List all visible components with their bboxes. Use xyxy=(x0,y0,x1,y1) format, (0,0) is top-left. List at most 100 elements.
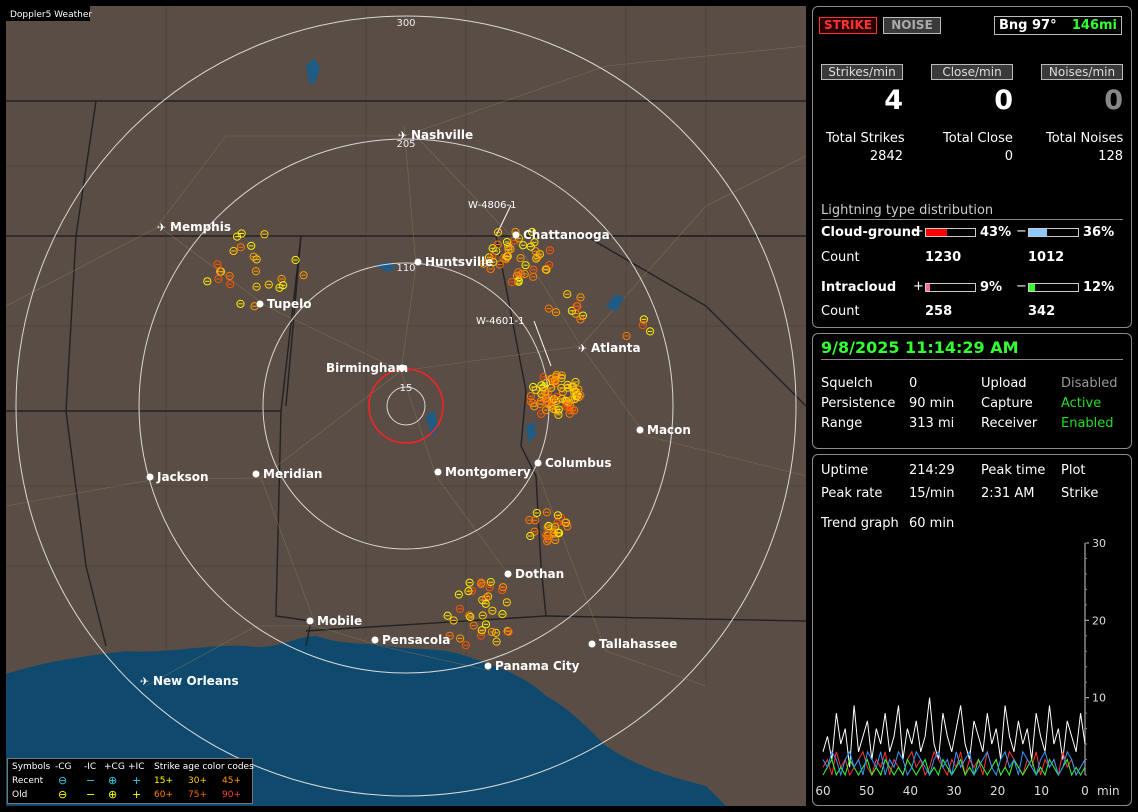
city-dothan: Dothan xyxy=(504,567,564,581)
noises-per-min-button[interactable]: Noises/min xyxy=(1041,64,1123,80)
strike-marker-icon xyxy=(443,611,452,620)
range-label-205: 205 xyxy=(396,139,415,150)
city-label: Chattanooga xyxy=(523,228,610,242)
strikes-per-min-button[interactable]: Strikes/min xyxy=(821,64,903,80)
strike-marker-icon xyxy=(565,409,574,418)
strike-marker-icon xyxy=(226,280,235,289)
city-chattanooga: Chattanooga xyxy=(512,228,610,242)
range-label: Range xyxy=(821,416,863,431)
strike-marker-icon xyxy=(486,264,495,274)
strike-marker-icon xyxy=(516,254,525,263)
strike-marker-icon xyxy=(549,404,558,413)
strike-marker-icon xyxy=(552,370,561,379)
map-legend: Symbols -CG -IC +CG +IC Strike age color… xyxy=(7,758,254,804)
strike-marker-icon xyxy=(527,227,537,237)
city-meridian: Meridian xyxy=(252,467,322,481)
strike-marker-icon xyxy=(562,397,571,406)
city-dot-icon xyxy=(588,640,596,648)
recent-neg-cg-icon: ⊖ xyxy=(58,774,68,787)
strike-marker-icon xyxy=(542,508,551,517)
strike-marker-icon xyxy=(299,271,308,280)
strike-marker-icon xyxy=(454,590,463,599)
strike-marker-icon xyxy=(484,253,494,262)
peak-time-label: Peak time xyxy=(981,463,1046,478)
plot-label: Plot xyxy=(1061,463,1086,478)
strike-marker-icon xyxy=(537,381,546,390)
range-label-300: 300 xyxy=(396,18,415,29)
city-markers: ✈ Nashville ✈ Memphis Chattanooga Huntsville T… xyxy=(140,128,691,688)
city-dot-icon xyxy=(504,570,512,578)
bearing-box: Bng 97° 146mi xyxy=(994,16,1122,35)
city-dot-icon xyxy=(252,470,260,478)
strike-marker-icon xyxy=(529,382,538,392)
x-tick-label: 30 xyxy=(946,784,961,798)
city-dot-icon xyxy=(256,300,264,308)
strike-marker-icon xyxy=(498,610,507,619)
airport-icon: ✈ xyxy=(578,342,587,355)
legend-old-label: Old xyxy=(12,790,28,800)
strike-marker-icon xyxy=(493,240,502,249)
strike-marker-icon xyxy=(563,290,572,299)
strike-marker-icon xyxy=(291,255,300,265)
state-borders xyxy=(6,100,806,647)
strike-marker-icon xyxy=(539,383,548,392)
range-value: 313 mi xyxy=(909,416,955,431)
strike-marker-icon xyxy=(553,518,562,527)
strike-marker-icon xyxy=(526,242,535,251)
strike-marker-icon xyxy=(502,598,511,607)
strike-marker-icon xyxy=(504,627,513,636)
strike-marker-icon xyxy=(449,616,458,625)
ic-plus-sign: + xyxy=(913,279,924,294)
legend-pos-ic: +IC xyxy=(128,762,145,772)
strike-marker-icon xyxy=(504,245,513,254)
trend-series-0 xyxy=(822,697,1086,768)
city-label: Macon xyxy=(647,423,691,437)
y-tick-label: 30 xyxy=(1092,537,1106,550)
city-label: Jackson xyxy=(156,470,209,484)
strike-marker-icon xyxy=(551,375,560,385)
map-canvas[interactable]: 300 205 110 15 W-4806-1 W-4601-1 ✈ Nashvi… xyxy=(6,6,806,806)
strike-marker-icon xyxy=(489,257,498,267)
strike-button[interactable]: STRIKE xyxy=(819,17,877,34)
strike-marker-icon xyxy=(514,268,523,277)
old-neg-ic-icon: − xyxy=(86,788,96,801)
datetime: 9/8/2025 11:14:29 AM xyxy=(821,338,1019,357)
city-dot-icon xyxy=(398,364,406,372)
ic-negative-pct: 12% xyxy=(1083,280,1115,295)
plot-value[interactable]: Strike xyxy=(1061,486,1099,501)
x-tick-label: 60 xyxy=(815,784,830,798)
persistence-value: 90 min xyxy=(909,396,955,411)
strike-marker-icon xyxy=(563,380,572,390)
cg-plus-sign: + xyxy=(913,224,924,239)
ic-minus-sign: − xyxy=(1016,279,1027,294)
strike-marker-icon xyxy=(532,508,541,518)
strike-marker-icon xyxy=(542,265,551,274)
cg-negative-count: 1012 xyxy=(1028,250,1065,265)
city-label: Huntsville xyxy=(425,255,493,269)
strike-marker-icon xyxy=(477,578,486,587)
lightning-map[interactable]: 300 205 110 15 W-4806-1 W-4601-1 ✈ Nashvi… xyxy=(6,6,806,806)
strike-marker-icon xyxy=(236,243,245,252)
strike-marker-icon xyxy=(638,320,647,330)
strike-marker-icon xyxy=(481,620,491,629)
cloud-ground-label: Cloud-ground xyxy=(821,225,921,240)
strike-marker-icon xyxy=(532,254,541,263)
city-dot-icon xyxy=(534,459,542,467)
strike-marker-icon xyxy=(485,583,494,592)
strike-marker-icon xyxy=(549,395,558,404)
legend-neg-cg: -CG xyxy=(55,762,72,772)
strike-marker-icon xyxy=(498,585,507,595)
noise-button[interactable]: NOISE xyxy=(883,17,941,34)
strike-marker-icon xyxy=(563,383,572,392)
x-tick-label: 0 xyxy=(1081,784,1089,798)
strike-marker-icon xyxy=(544,535,553,544)
total-noises-value: 128 xyxy=(1098,149,1123,164)
strike-marker-icon xyxy=(519,241,528,250)
strike-marker-icon xyxy=(572,392,581,401)
strike-marker-icon xyxy=(445,631,454,640)
city-pensacola: Pensacola xyxy=(371,633,450,647)
city-label: Tupelo xyxy=(267,297,312,311)
close-per-min-button[interactable]: Close/min xyxy=(931,64,1013,80)
strike-marker-icon xyxy=(481,599,490,608)
peak-time-value: 2:31 AM xyxy=(981,486,1035,501)
